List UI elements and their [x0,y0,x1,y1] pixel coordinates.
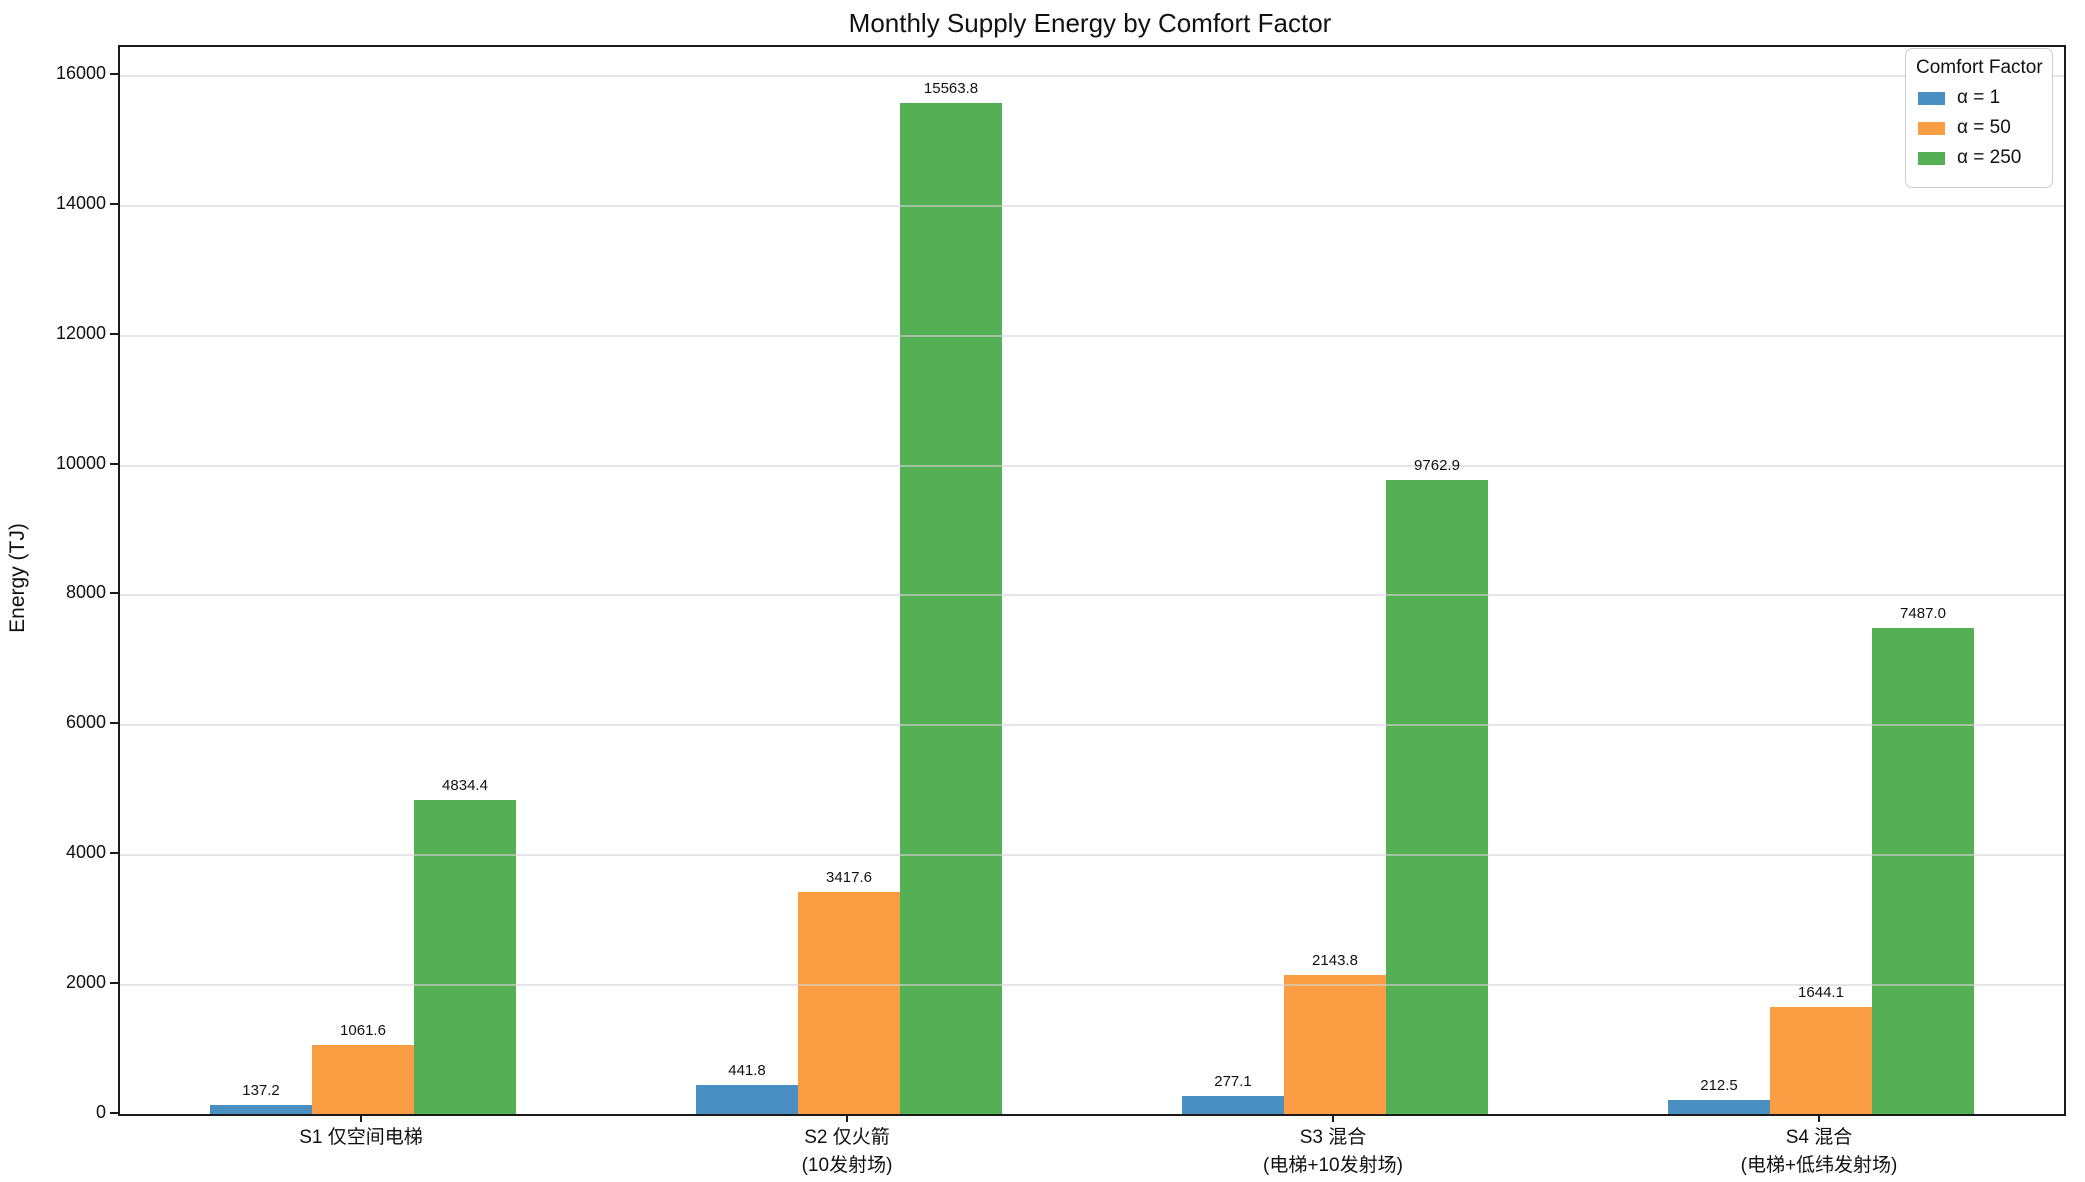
x-tick-mark [846,1114,848,1122]
x-tick-mark [360,1114,362,1122]
bar-value-label: 9762.9 [1414,456,1460,474]
y-tick-label: 2000 [65,972,106,993]
x-tick-mark [1818,1114,1820,1122]
y-tick-mark [110,72,118,75]
legend-entries: α = 1 α = 50 α = 250 [1916,87,2042,169]
bar-α=1-group2 [696,1085,798,1114]
bar-α=1-group3 [1182,1096,1284,1114]
x-tick-mark [1332,1114,1334,1122]
bar-α=250-group3 [1386,479,1488,1114]
y-tick-label: 16000 [55,62,106,83]
legend-entry-label: α = 250 [1957,147,2022,168]
y-tick-label: 0 [95,1102,106,1122]
plot-area: 137.2 1061.6 4834.4 441.8 3417.6 15563.8 277.1… [118,45,2066,1116]
bar-value-label: 4834.4 [442,777,488,795]
gridline [120,724,2064,727]
y-tick-mark [110,462,118,465]
bar-value-label: 1644.1 [1798,984,1844,1002]
y-tick-mark [110,852,118,855]
gridline [120,464,2064,467]
bar-value-label: 212.5 [1700,1077,1738,1095]
bar-α=50-group3 [1284,974,1386,1114]
y-tick-label: 14000 [55,192,106,213]
legend-swatch-icon [1918,151,1945,165]
bar-α=1-group1 [210,1105,312,1114]
x-tick-label: S2 仅火箭 (10发射场) [801,1127,893,1176]
gridline [120,594,2064,597]
legend-entry-label: α = 50 [1957,117,2011,138]
y-tick-mark [110,1112,118,1114]
gridline [120,984,2064,987]
bar-value-label: 15563.8 [923,80,979,98]
bar-α=1-group4 [1668,1100,1770,1114]
gridline [120,74,2064,77]
bar-α=250-group1 [414,800,516,1114]
y-tick-label: 4000 [65,842,106,863]
bar-α=250-group4 [1872,627,1974,1114]
bar-α=50-group1 [312,1045,414,1114]
bar-value-label: 1061.6 [340,1022,386,1040]
x-tick-label: S3 混合 (电梯+10发射场) [1263,1127,1403,1176]
bar-value-label: 137.2 [242,1082,280,1100]
y-tick-mark [110,982,118,985]
y-axis-label: Energy (TJ) [6,523,29,633]
legend-title: Comfort Factor [1916,57,2043,78]
bar-value-label: 441.8 [728,1062,766,1080]
bar-α=50-group2 [798,892,900,1114]
bar-value-label: 2143.8 [1312,951,1358,969]
y-tick-label: 12000 [55,322,106,343]
y-tick-mark [110,592,118,595]
x-tick-label: S4 混合 (电梯+低纬发射场) [1740,1127,1898,1176]
legend-entry: α = 1 [1918,87,2042,109]
legend: Comfort Factor α = 1 α = 50 α = 250 [1905,48,2053,188]
chart-title: Monthly Supply Energy by Comfort Factor [848,8,1332,38]
gridline [120,854,2064,857]
y-tick-mark [110,722,118,725]
y-tick-label: 10000 [55,452,106,473]
y-tick-mark [110,202,118,205]
legend-entry-label: α = 1 [1957,87,2001,108]
x-tick-label: S1 仅空间电梯 [299,1127,423,1148]
bar-α=50-group4 [1770,1007,1872,1114]
bar-α=250-group2 [900,103,1002,1114]
bar-value-label: 3417.6 [826,869,872,887]
bar-value-label: 277.1 [1214,1073,1252,1091]
y-tick-mark [110,332,118,335]
gridline [120,334,2064,337]
legend-swatch-icon [1918,121,1945,135]
y-tick-label: 8000 [65,582,106,603]
legend-entry: α = 50 [1918,117,2042,139]
legend-entry: α = 250 [1918,147,2042,169]
gridline [120,204,2064,207]
legend-swatch-icon [1918,91,1945,105]
y-tick-label: 6000 [65,712,106,733]
bar-value-label: 7487.0 [1900,604,1946,622]
